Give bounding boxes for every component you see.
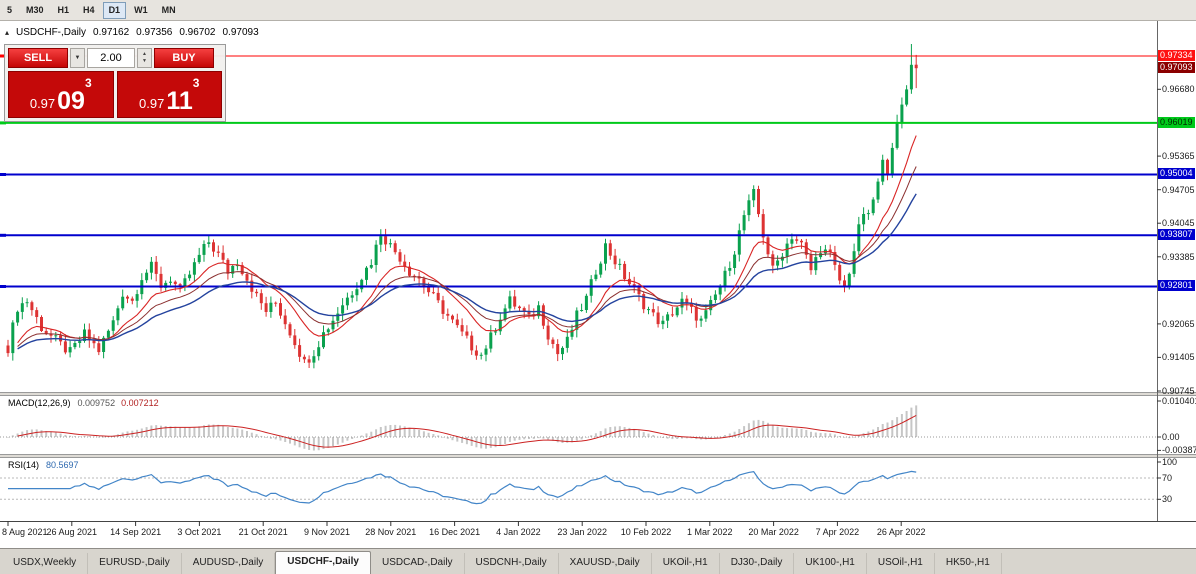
buy-button[interactable]: BUY (154, 48, 214, 68)
ohlc-close: 0.97093 (222, 27, 259, 38)
timeframe-button-w1[interactable]: W1 (128, 2, 154, 19)
chart-tab-usdx-weekly[interactable]: USDX,Weekly (2, 553, 89, 574)
timeframe-button-5[interactable]: 5 (1, 2, 18, 19)
macd-value-main: 0.009752 (77, 398, 116, 408)
buy-price-main: 0.97 (139, 96, 165, 111)
sell-price-pips: 09 (57, 86, 85, 115)
chart-tab-usdcad-daily[interactable]: USDCAD-,Daily (371, 553, 465, 574)
buy-price-pips: 11 (166, 86, 193, 115)
volume-spinner[interactable]: ▲ ▼ (137, 48, 152, 68)
chart-tabs-bar: USDX,Weekly EURUSD-,Daily AUDUSD-,Daily USD… (0, 548, 1196, 574)
buy-price-display[interactable]: 0.97 11 3 (116, 71, 222, 118)
one-click-trading-panel: SELL ▼ ▲ ▼ BUY 0.97 09 3 0.97 11 3 (4, 44, 226, 122)
chart-tab-audusd-daily[interactable]: AUDUSD-,Daily (182, 553, 276, 574)
chart-tab-eurusd-daily[interactable]: EURUSD-,Daily (88, 553, 182, 574)
ohlc-open: 0.97162 (93, 27, 130, 38)
volume-input[interactable] (87, 48, 135, 68)
chart-tab-hk50-h1[interactable]: HK50-,H1 (935, 553, 1002, 574)
ohlc-low: 0.96702 (179, 27, 216, 38)
macd-indicator-label: MACD(12,26,9) 0.009752 0.007212 (8, 398, 159, 408)
chart-tab-uk100-h1[interactable]: UK100-,H1 (794, 553, 867, 574)
sell-price-display[interactable]: 0.97 09 3 (8, 71, 114, 118)
timeframe-button-mn[interactable]: MN (156, 2, 182, 19)
buy-price-point: 3 (192, 76, 200, 90)
ohlc-high: 0.97356 (136, 27, 173, 38)
timeframe-button-m30[interactable]: M30 (20, 2, 50, 19)
chart-tab-ukoil-h1[interactable]: UKOil-,H1 (652, 553, 720, 574)
timeframe-button-d1[interactable]: D1 (102, 1, 127, 19)
chart-tab-usoil-h1[interactable]: USOil-,H1 (867, 553, 935, 574)
chart-tab-usdcnh-daily[interactable]: USDCNH-,Daily (465, 553, 559, 574)
macd-name: MACD(12,26,9) (8, 398, 71, 408)
rsi-indicator-label: RSI(14) 80.5697 (8, 460, 79, 470)
chart-tab-dj30-daily[interactable]: DJ30-,Daily (720, 553, 795, 574)
macd-value-signal: 0.007212 (121, 398, 159, 408)
spinner-up-icon[interactable]: ▲ (142, 51, 147, 57)
chart-title: ▴ USDCHF-,Daily 0.97162 0.97356 0.96702 … (5, 27, 259, 38)
timeframe-button-h1[interactable]: H1 (52, 2, 76, 19)
sell-price-point: 3 (84, 76, 92, 90)
rsi-name: RSI(14) (8, 460, 40, 470)
timeframe-toolbar: 5 M30 H1 H4 D1 W1 MN (0, 0, 1196, 21)
collapse-panel-icon[interactable]: ▴ (5, 28, 10, 37)
spinner-down-icon[interactable]: ▼ (142, 58, 147, 64)
chart-tab-xauusd-daily[interactable]: XAUUSD-,Daily (559, 553, 652, 574)
volume-dropdown-button[interactable]: ▼ (70, 48, 85, 68)
sell-button[interactable]: SELL (8, 48, 68, 68)
chevron-down-icon: ▼ (74, 55, 81, 61)
rsi-value: 80.5697 (46, 460, 79, 470)
timeframe-button-h4[interactable]: H4 (77, 2, 101, 19)
chart-tab-usdchf-daily[interactable]: USDCHF-,Daily (275, 551, 371, 574)
sell-price-main: 0.97 (29, 96, 56, 111)
chart-symbol-label: USDCHF-,Daily (16, 27, 87, 38)
